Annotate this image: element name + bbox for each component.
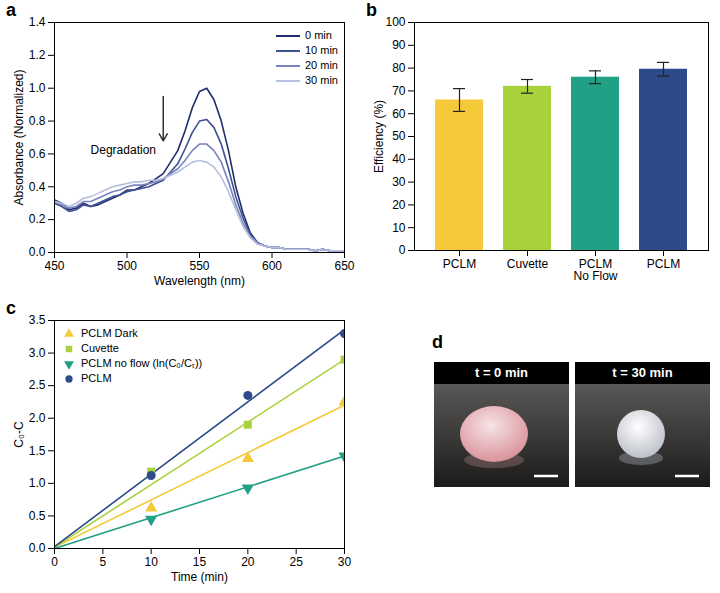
svg-text:1.5: 1.5 — [29, 444, 46, 458]
svg-text:550: 550 — [189, 259, 209, 273]
svg-text:Time (min): Time (min) — [171, 570, 228, 584]
svg-text:PCLM: PCLM — [647, 257, 680, 271]
svg-text:3.0: 3.0 — [29, 346, 46, 360]
svg-text:500: 500 — [117, 259, 137, 273]
html-text:20 min: 20 min — [305, 59, 338, 71]
svg-text:0.0: 0.0 — [29, 245, 46, 259]
html-text:t = 30 min: t = 30 min — [612, 365, 673, 380]
svg-text:50: 50 — [392, 129, 406, 143]
svg-text:60: 60 — [392, 107, 406, 121]
svg-text:0.0: 0.0 — [29, 541, 46, 555]
svg-text:0: 0 — [399, 243, 406, 257]
svg-text:Wavelength (nm): Wavelength (nm) — [154, 274, 245, 288]
html-text:t = 0 min: t = 0 min — [474, 365, 528, 380]
svg-text:650: 650 — [334, 259, 354, 273]
svg-text:1.0: 1.0 — [29, 476, 46, 490]
svg-text:70: 70 — [392, 84, 406, 98]
svg-text:0.8: 0.8 — [29, 114, 46, 128]
svg-text:2.0: 2.0 — [29, 411, 46, 425]
html-text:d: d — [432, 332, 443, 352]
svg-text:20: 20 — [392, 198, 406, 212]
html-text:10 min: 10 min — [305, 44, 338, 56]
svg-text:C₀-C: C₀-C — [12, 421, 26, 448]
html-text:30 min: 30 min — [305, 74, 338, 86]
svg-text:25: 25 — [289, 555, 303, 569]
svg-text:1.4: 1.4 — [29, 15, 46, 29]
svg-text:30: 30 — [338, 555, 352, 569]
html-text:c: c — [6, 298, 16, 318]
svg-text:PCLMNo Flow: PCLMNo Flow — [573, 257, 617, 283]
svg-text:5: 5 — [99, 555, 106, 569]
svg-text:Cuvette: Cuvette — [507, 257, 549, 271]
svg-text:0.2: 0.2 — [29, 212, 46, 226]
html-text:PCLM: PCLM — [81, 372, 112, 384]
html-text:0 min: 0 min — [305, 29, 332, 41]
svg-text:Efficiency (%): Efficiency (%) — [372, 100, 386, 173]
svg-text:450: 450 — [44, 259, 64, 273]
svg-text:10: 10 — [392, 221, 406, 235]
html-text:a: a — [6, 0, 16, 20]
svg-text:0: 0 — [51, 555, 58, 569]
svg-text:0.4: 0.4 — [29, 180, 46, 194]
svg-text:100: 100 — [385, 15, 405, 29]
svg-text:15: 15 — [193, 555, 207, 569]
svg-text:Absorbance (Normalized): Absorbance (Normalized) — [12, 69, 26, 205]
svg-text:20: 20 — [241, 555, 255, 569]
svg-text:1.2: 1.2 — [29, 48, 46, 62]
svg-text:10: 10 — [144, 555, 158, 569]
svg-text:80: 80 — [392, 61, 406, 75]
svg-text:600: 600 — [262, 259, 282, 273]
svg-text:2.5: 2.5 — [29, 378, 46, 392]
svg-text:0.6: 0.6 — [29, 147, 46, 161]
svg-text:Degradation: Degradation — [91, 143, 156, 157]
html-text:b: b — [366, 0, 377, 20]
svg-text:30: 30 — [392, 175, 406, 189]
html-text:PCLM no flow (ln(C₀/Cₜ)): PCLM no flow (ln(C₀/Cₜ)) — [81, 357, 203, 369]
html-text:Cuvette: Cuvette — [81, 342, 119, 354]
html-text:PCLM Dark: PCLM Dark — [81, 327, 138, 339]
svg-text:1.0: 1.0 — [29, 81, 46, 95]
svg-text:40: 40 — [392, 152, 406, 166]
svg-text:PCLM: PCLM — [443, 257, 476, 271]
svg-text:90: 90 — [392, 38, 406, 52]
svg-text:0.5: 0.5 — [29, 509, 46, 523]
svg-text:3.5: 3.5 — [29, 313, 46, 327]
